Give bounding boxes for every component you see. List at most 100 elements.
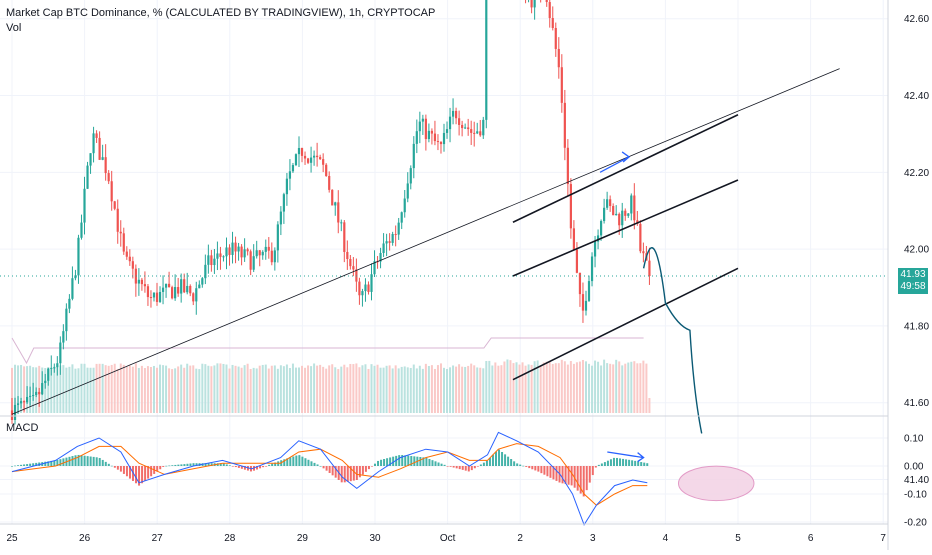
macd-histogram-bar [588, 466, 591, 483]
candle-body [98, 137, 101, 160]
volume-bar [645, 363, 648, 413]
macd-histogram-bar [231, 466, 234, 467]
volume-bar [636, 363, 639, 413]
candle-body [59, 342, 62, 364]
macd-histogram-bar [428, 459, 431, 466]
macd-histogram-bar [44, 461, 47, 466]
candle-body [312, 155, 316, 158]
macd-histogram-bar [68, 456, 71, 466]
time-tick-label: 3 [590, 533, 596, 544]
volume-bar [279, 365, 282, 413]
volume-bar [467, 365, 470, 413]
volume-bar [473, 365, 476, 413]
volume-bar [143, 368, 146, 413]
candle-body [131, 261, 134, 269]
volume-bar [267, 368, 270, 413]
channel-mid-line [512, 179, 739, 277]
macd-histogram-bar [177, 464, 180, 466]
macd-arrow [607, 451, 645, 463]
macd-histogram-bar [631, 460, 634, 466]
price-tick-label: 41.60 [904, 398, 929, 409]
volume-bar [288, 368, 291, 413]
candle-body [578, 272, 582, 295]
volume-bar [11, 367, 13, 413]
candle-body [445, 129, 449, 133]
candle-body [575, 249, 579, 273]
macd-histogram-bar [183, 464, 186, 466]
channel-bottom-line [512, 267, 739, 381]
volume-bar [455, 366, 458, 413]
volume-bar [171, 369, 174, 413]
candle-body [581, 294, 585, 311]
candle-body [442, 132, 446, 145]
macd-histogram-bar [98, 457, 101, 466]
volume-bar [17, 365, 20, 413]
candle-body [382, 243, 385, 253]
candle-body [642, 251, 645, 254]
candle-body [167, 283, 171, 288]
macd-histogram-bar [561, 466, 564, 484]
macd-histogram-bar [56, 459, 59, 466]
macd-histogram-bar [122, 466, 125, 474]
candle-body [116, 208, 119, 232]
volume-bar [397, 368, 400, 413]
price-tick-label: 42.40 [904, 91, 929, 102]
macd-histogram-bar [325, 466, 328, 471]
volume-bar [355, 363, 358, 413]
macd-histogram-bar [71, 456, 74, 466]
macd-histogram-bar [449, 466, 452, 467]
macd-histogram-bar [141, 466, 144, 484]
volume-bar [382, 367, 385, 413]
candle-body [77, 237, 80, 276]
candle-body [530, 0, 533, 8]
volume-bar [307, 365, 310, 413]
macd-histogram-bar [313, 462, 316, 466]
macd-histogram-bar [89, 456, 92, 466]
macd-histogram-bar [389, 457, 392, 466]
volume-bar [140, 365, 143, 413]
volume-bar [234, 365, 237, 413]
macd-histogram-bar [543, 466, 546, 475]
candle-body [140, 279, 144, 285]
volume-bar [406, 367, 409, 413]
macd-histogram-bar [331, 466, 334, 476]
candles [0, 0, 888, 425]
volume-bar [557, 363, 560, 413]
macd-histogram-bar [125, 466, 128, 477]
volume-bar [101, 363, 104, 413]
price-arrow [599, 151, 631, 173]
candle-body [183, 279, 186, 293]
macd-histogram-bar [219, 463, 222, 466]
volume-bar [594, 360, 597, 413]
volume-bar [452, 365, 455, 413]
macd-histogram-bar [485, 460, 488, 466]
volume-bar [282, 366, 285, 413]
last-price: 41.93 [900, 269, 926, 280]
volume-bar [539, 365, 542, 413]
macd-histogram-bar [425, 457, 428, 466]
macd-histogram-bar [47, 461, 50, 466]
candle-body [270, 250, 273, 263]
volume-bar [113, 363, 116, 413]
volume-bar [421, 368, 424, 413]
time-tick-label: 5 [735, 533, 741, 544]
candle-body [427, 130, 430, 140]
macd-histogram-bar [634, 460, 637, 466]
candle-body [433, 133, 437, 142]
candle-body [294, 154, 298, 166]
candle-body [412, 143, 415, 169]
macd-histogram-bar [516, 463, 519, 466]
candle-body [409, 168, 412, 184]
candle-body [403, 198, 406, 213]
volume-bar [343, 364, 346, 413]
volume-bar [364, 364, 367, 413]
candle-body [161, 287, 165, 292]
volume-bar [310, 366, 313, 413]
volume-bar [125, 366, 128, 413]
time-tick-label: 6 [808, 533, 814, 544]
candle-body [122, 233, 125, 252]
volume-bar [74, 368, 77, 413]
volume-bar [464, 366, 467, 413]
